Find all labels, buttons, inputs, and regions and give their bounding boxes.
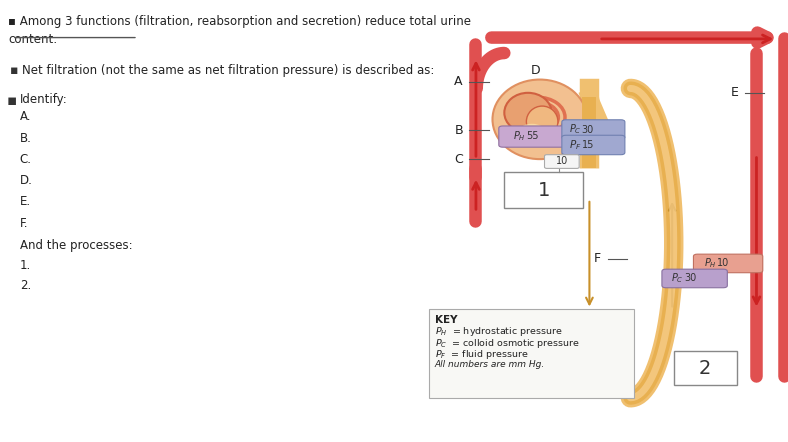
Text: E.: E. [20, 195, 31, 208]
Text: 15: 15 [582, 140, 594, 150]
Text: F: F [593, 252, 601, 265]
Text: ▪: ▪ [6, 93, 17, 108]
Text: 30: 30 [684, 274, 697, 283]
FancyBboxPatch shape [562, 120, 625, 139]
Text: C.: C. [20, 153, 32, 166]
Text: Identify:: Identify: [20, 93, 68, 106]
Text: $P_H$: $P_H$ [513, 129, 526, 143]
Text: D: D [531, 64, 541, 77]
Text: $P_F$  = fluid pressure: $P_F$ = fluid pressure [435, 348, 529, 361]
Text: ▪ Among 3 functions (filtration, reabsorption and secretion) reduce total urine: ▪ Among 3 functions (filtration, reabsor… [8, 15, 471, 28]
Text: B: B [455, 124, 463, 137]
Text: All numbers are mm Hg.: All numbers are mm Hg. [435, 360, 545, 369]
Text: 30: 30 [582, 125, 594, 134]
Text: $P_C$: $P_C$ [671, 271, 684, 286]
Text: $P_C$  = colloid osmotic pressure: $P_C$ = colloid osmotic pressure [435, 337, 580, 350]
Text: A: A [455, 75, 463, 88]
Text: E: E [730, 86, 738, 99]
Text: C: C [454, 152, 463, 166]
FancyBboxPatch shape [662, 269, 727, 288]
FancyBboxPatch shape [674, 351, 737, 385]
Text: 10: 10 [556, 156, 568, 166]
FancyBboxPatch shape [504, 172, 583, 208]
FancyBboxPatch shape [562, 135, 625, 155]
Text: $P_F$: $P_F$ [569, 138, 582, 152]
Text: B.: B. [20, 132, 32, 145]
FancyBboxPatch shape [693, 254, 763, 273]
Text: D.: D. [20, 174, 32, 187]
Text: 1.: 1. [20, 259, 31, 271]
Ellipse shape [504, 93, 552, 133]
Ellipse shape [519, 124, 545, 141]
Text: $P_C$: $P_C$ [569, 122, 582, 137]
Text: F.: F. [20, 217, 28, 229]
Text: ▪: ▪ [9, 64, 18, 77]
Text: 55: 55 [526, 131, 539, 141]
FancyBboxPatch shape [545, 155, 579, 168]
Text: And the processes:: And the processes: [20, 239, 132, 251]
Text: Net filtration (not the same as net filtration pressure) is described as:: Net filtration (not the same as net filt… [22, 64, 434, 77]
Text: $P_H$: $P_H$ [704, 256, 716, 271]
Ellipse shape [492, 80, 587, 159]
Text: $P_H$  = hydrostatic pressure: $P_H$ = hydrostatic pressure [435, 325, 563, 338]
Ellipse shape [526, 106, 558, 137]
Text: A.: A. [20, 110, 32, 123]
FancyBboxPatch shape [429, 309, 634, 398]
Text: content:: content: [8, 33, 58, 46]
Text: 2: 2 [699, 359, 712, 377]
Text: KEY: KEY [435, 315, 458, 325]
Text: 1: 1 [537, 181, 550, 199]
Text: 2.: 2. [20, 279, 31, 292]
FancyBboxPatch shape [499, 126, 566, 147]
Text: 10: 10 [717, 259, 730, 268]
